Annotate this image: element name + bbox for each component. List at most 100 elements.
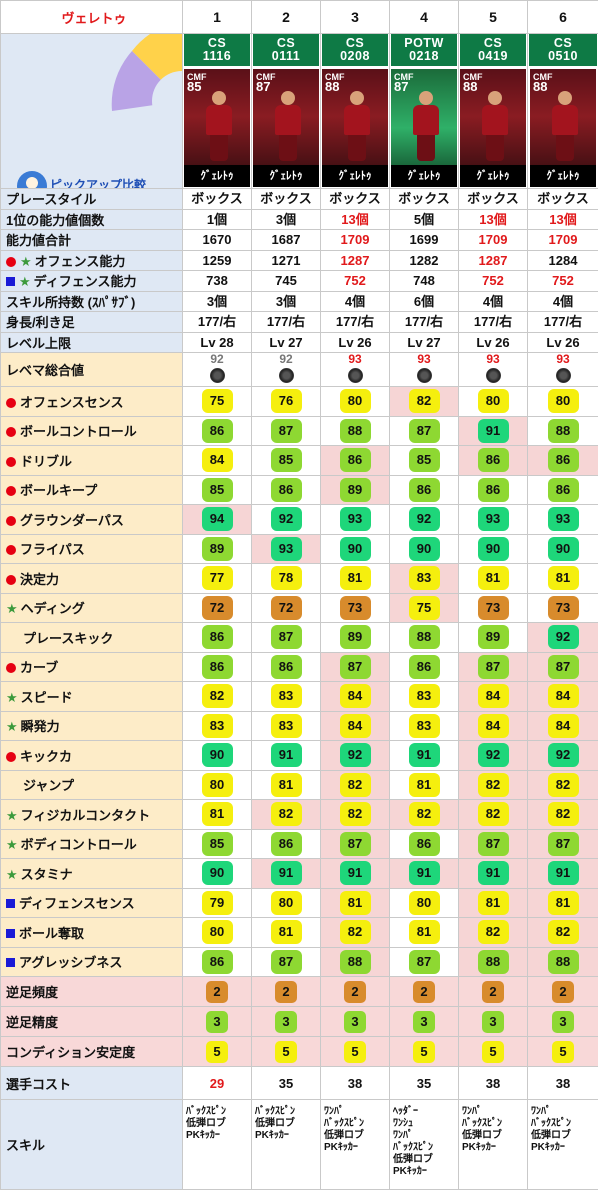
stat-cell: 80 bbox=[389, 887, 459, 918]
info-value: Lv 28 bbox=[182, 331, 252, 353]
green-star-icon: ★ bbox=[6, 807, 18, 823]
player-card-image[interactable]: CMF 85 ｸﾞｪﾚﾄｩ bbox=[184, 69, 250, 187]
skill-item: PKｷｯｶｰ bbox=[324, 1142, 358, 1153]
player-card-cell[interactable]: CS 0510 CMF 88 ｸﾞｪﾚﾄｩ bbox=[527, 33, 598, 189]
skill-item: 低弾ロブ bbox=[324, 1130, 364, 1141]
card-player-name: ｸﾞｪﾚﾄｩ bbox=[391, 165, 457, 187]
stat-value: 84 bbox=[339, 713, 371, 738]
skill-item: 低弾ロブ bbox=[462, 1130, 502, 1141]
info-row: スキル所持数 (ｽﾊﾟｻﾌﾞ) 3個 3個 4個 6個 4個 4個 bbox=[0, 290, 598, 312]
red-dot-icon bbox=[6, 751, 16, 762]
card-position: CMF 85 bbox=[187, 72, 207, 93]
stat-value: 81 bbox=[201, 802, 233, 827]
skill-item: ﾊﾞｯｸｽﾋﾟﾝ bbox=[324, 1118, 364, 1129]
card-rating: 87 bbox=[394, 79, 409, 94]
skill-item: PKｷｯｶｰ bbox=[393, 1166, 427, 1177]
skill-item: ﾜﾝﾊﾟ bbox=[531, 1106, 551, 1117]
player-card-image[interactable]: CMF 88 ｸﾞｪﾚﾄｩ bbox=[530, 69, 596, 187]
stat-value: 78 bbox=[270, 566, 302, 591]
minor-stat-row: コンディション安定度 5 5 5 5 5 5 bbox=[0, 1036, 598, 1067]
pickup-cell[interactable]: ピックアップ比較 bbox=[0, 33, 183, 189]
info-label: 1位の能力値個数 bbox=[0, 208, 183, 230]
skills-cell: ﾜﾝﾊﾟ ﾊﾞｯｸｽﾋﾟﾝ 低弾ロブ PKｷｯｶｰ bbox=[320, 1099, 390, 1190]
card-series: CS bbox=[207, 36, 227, 50]
stat-value: 88 bbox=[339, 418, 371, 443]
stat-value: 82 bbox=[477, 802, 509, 827]
player-figure-icon bbox=[411, 91, 441, 161]
player-card-cell[interactable]: CS 0208 CMF 88 ｸﾞｪﾚﾄｩ bbox=[320, 33, 390, 189]
stat-value: 87 bbox=[408, 418, 440, 443]
gem-icon bbox=[209, 368, 225, 383]
info-value: 4個 bbox=[527, 290, 598, 312]
player-card-image[interactable]: CMF 87 ｸﾞｪﾚﾄｩ bbox=[391, 69, 457, 187]
stat-value: 88 bbox=[339, 949, 371, 974]
green-star-icon: ★ bbox=[6, 866, 18, 882]
skill-item: PKｷｯｶｰ bbox=[462, 1142, 496, 1153]
stat-cell: 80 bbox=[251, 887, 321, 918]
info-value: 1699 bbox=[389, 229, 459, 251]
stat-cell: 78 bbox=[251, 563, 321, 594]
stat-cell: 83 bbox=[251, 681, 321, 712]
stat-label-text: ボールキープ bbox=[20, 483, 98, 499]
gem-icon bbox=[485, 368, 501, 383]
minor-stat-cell: 3 bbox=[458, 1006, 528, 1037]
pickup-compare-label[interactable]: ピックアップ比較 bbox=[17, 171, 146, 188]
skills-label: スキル bbox=[0, 1099, 183, 1190]
revema-label: レベマ総合値 bbox=[0, 352, 183, 387]
player-card-cell[interactable]: CS 1116 CMF 85 ｸﾞｪﾚﾄｩ bbox=[182, 33, 252, 189]
info-value: 3個 bbox=[251, 208, 321, 230]
stat-value: 92 bbox=[477, 743, 509, 768]
info-value: 177/右 bbox=[389, 311, 459, 333]
info-value: 738 bbox=[182, 270, 252, 292]
stat-label: フライパス bbox=[0, 533, 183, 564]
player-card-image[interactable]: CMF 88 ｸﾞｪﾚﾄｩ bbox=[460, 69, 526, 187]
stat-row: ドリブル 84 85 86 85 86 86 bbox=[0, 445, 598, 476]
stat-row: キックカ 90 91 92 91 92 92 bbox=[0, 740, 598, 771]
stat-row: ★ スタミナ 90 91 91 91 91 91 bbox=[0, 858, 598, 889]
skill-item: ﾜﾝﾊﾟ bbox=[393, 1130, 413, 1141]
player-card-cell[interactable]: CS 0419 CMF 88 ｸﾞｪﾚﾄｩ bbox=[458, 33, 528, 189]
stat-value: 87 bbox=[339, 654, 371, 679]
skill-item: 低弾ロブ bbox=[393, 1154, 433, 1165]
player-card-cell[interactable]: CS 0111 CMF 87 ｸﾞｪﾚﾄｩ bbox=[251, 33, 321, 189]
card-series: CS bbox=[345, 36, 365, 50]
red-dot-icon bbox=[6, 574, 16, 585]
player-card-image[interactable]: CMF 87 ｸﾞｪﾚﾄｩ bbox=[253, 69, 319, 187]
skill-item: PKｷｯｶｰ bbox=[255, 1130, 289, 1141]
card-header: CS 0111 bbox=[253, 34, 319, 66]
stat-cell: 80 bbox=[527, 386, 598, 417]
col-header-6: 6 bbox=[527, 0, 598, 34]
player-card-image[interactable]: CMF 88 ｸﾞｪﾚﾄｩ bbox=[322, 69, 388, 187]
stat-label-text: スタミナ bbox=[20, 866, 73, 882]
stat-value: 93 bbox=[477, 507, 509, 532]
info-label-text: スキル所持数 (ｽﾊﾟｻﾌﾞ) bbox=[6, 294, 136, 310]
minor-stat-value: 2 bbox=[206, 980, 228, 1003]
cost-label: 選手コスト bbox=[0, 1066, 183, 1100]
stat-cell: 91 bbox=[527, 858, 598, 889]
skills-cell: ﾜﾝﾊﾟ ﾊﾞｯｸｽﾋﾟﾝ 低弾ロブ PKｷｯｶｰ bbox=[527, 1099, 598, 1190]
stat-label: プレースキック bbox=[0, 622, 183, 653]
stat-cell: 92 bbox=[527, 740, 598, 771]
stat-cell: 81 bbox=[320, 887, 390, 918]
stat-row: ★ ヘディング 72 72 73 75 73 73 bbox=[0, 592, 598, 623]
player-card-cell[interactable]: POTW 0218 CMF 87 ｸﾞｪﾚﾄｩ bbox=[389, 33, 459, 189]
info-row: ★ ディフェンス能力 738 745 752 748 752 752 bbox=[0, 270, 598, 292]
card-series: POTW bbox=[404, 36, 444, 50]
stat-cell: 82 bbox=[182, 681, 252, 712]
card-position: CMF 88 bbox=[463, 72, 483, 93]
cost-value: 38 bbox=[527, 1066, 598, 1100]
cost-value: 38 bbox=[458, 1066, 528, 1100]
stat-value: 80 bbox=[477, 389, 509, 414]
stat-value: 89 bbox=[339, 477, 371, 502]
info-value: Lv 27 bbox=[251, 331, 321, 353]
stat-label-text: プレースキック bbox=[23, 630, 114, 646]
card-player-name: ｸﾞｪﾚﾄｩ bbox=[322, 165, 388, 187]
stat-cell: 84 bbox=[527, 681, 598, 712]
green-star-icon: ★ bbox=[20, 253, 32, 269]
stat-cell: 91 bbox=[320, 858, 390, 889]
blue-square-icon bbox=[6, 899, 15, 909]
stat-value: 80 bbox=[547, 389, 579, 414]
skill-item: 低弾ロブ bbox=[531, 1130, 571, 1141]
stat-value: 86 bbox=[201, 654, 233, 679]
minor-stat-value: 2 bbox=[344, 980, 366, 1003]
